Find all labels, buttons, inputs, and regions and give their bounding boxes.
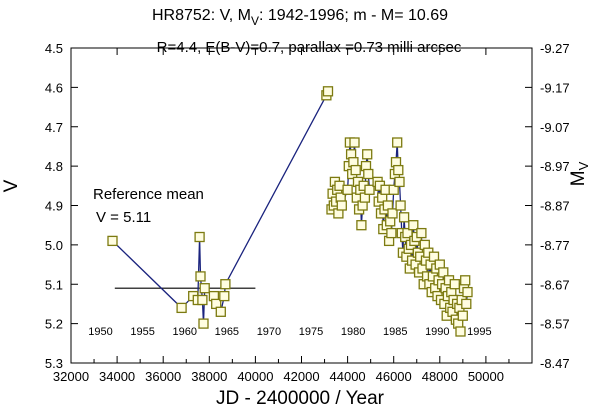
data-point — [395, 200, 406, 211]
y-right-tick-label: -8.87 — [540, 199, 570, 214]
data-point — [363, 168, 374, 180]
x-tick-label: 36000 — [145, 369, 181, 384]
data-point — [107, 235, 118, 247]
data-point — [198, 318, 209, 329]
data-point — [199, 283, 210, 294]
data-point — [462, 286, 473, 298]
data-point — [388, 184, 399, 195]
y-right-tick-label: -9.17 — [540, 80, 570, 95]
y-right-tick-label: -8.77 — [540, 238, 570, 253]
year-label: 1980 — [341, 326, 365, 338]
y-right-tick-label: -8.47 — [540, 356, 570, 371]
y-tick-label: 4.5 — [45, 41, 63, 56]
chart-title: HR8752: V, MV: 1942-1996; m - M= 10.69 — [152, 7, 448, 28]
y-tick-label: 5.1 — [45, 277, 63, 292]
y-tick-label: 4.8 — [45, 159, 63, 174]
year-label: 1990 — [425, 326, 449, 338]
data-point — [195, 271, 206, 282]
x-tick-label: 44000 — [330, 369, 366, 384]
data-point — [362, 149, 373, 160]
x-axis-label: JD - 2400000 / Year — [216, 388, 385, 409]
x-tick-label: 34000 — [99, 369, 135, 384]
data-point — [428, 251, 440, 262]
y-tick-label: 4.7 — [45, 120, 63, 135]
data-point — [460, 275, 471, 286]
year-label: 1995 — [467, 326, 491, 338]
reference-mean-label: Reference mean — [93, 186, 204, 203]
y-axis-label-right: MV — [568, 161, 591, 186]
data-point — [215, 306, 226, 317]
x-tick-label: 48000 — [422, 369, 458, 384]
data-point — [220, 279, 231, 290]
data-point — [364, 184, 375, 195]
year-label: 1970 — [257, 326, 281, 338]
ticks-layer: 32000 34000 36000 38000 40000 42000 44000 46000… — [45, 41, 570, 384]
data-point — [457, 310, 468, 321]
y-right-tick-label: -9.07 — [540, 120, 570, 135]
data-point — [408, 220, 419, 231]
year-label: 1950 — [88, 326, 112, 338]
year-label: 1975 — [299, 326, 323, 338]
x-tick-label: 50000 — [468, 369, 504, 384]
data-point — [461, 298, 472, 310]
series-layer — [107, 86, 473, 337]
data-point — [194, 231, 205, 243]
year-label: 1960 — [172, 326, 196, 338]
data-point — [342, 184, 353, 195]
year-label: 1955 — [130, 326, 154, 338]
data-point — [394, 176, 405, 188]
data-point — [387, 208, 398, 219]
y-right-tick-label: -8.97 — [540, 159, 570, 174]
x-tick-label: 46000 — [376, 369, 412, 384]
reference-mean-value: V = 5.11 — [96, 209, 151, 226]
y-tick-label: 4.9 — [45, 199, 63, 214]
data-point — [219, 290, 230, 302]
data-point — [386, 227, 397, 239]
x-tick-label: 40000 — [237, 369, 273, 384]
data-point — [356, 220, 367, 231]
y-right-tick-label: -8.67 — [540, 277, 570, 292]
x-tick-label: 42000 — [283, 369, 319, 384]
x-tick-label: 32000 — [53, 369, 89, 384]
y-right-tick-label: -9.27 — [540, 41, 570, 56]
y-tick-label: 5.2 — [45, 317, 63, 332]
year-label: 1985 — [383, 326, 407, 338]
x-tick-label: 38000 — [191, 369, 227, 384]
y-tick-label: 4.6 — [45, 80, 63, 95]
data-point — [398, 212, 410, 223]
data-point — [197, 294, 208, 306]
plot-frame — [70, 47, 533, 364]
data-point — [176, 302, 187, 314]
data-point — [322, 86, 334, 97]
y-tick-label: 5.0 — [45, 238, 63, 253]
data-point — [349, 137, 360, 148]
data-point — [449, 279, 460, 290]
data-point — [392, 137, 403, 148]
data-point — [455, 326, 466, 337]
data-point — [350, 164, 361, 176]
data-point — [393, 164, 404, 176]
y-axis-label: V — [1, 179, 22, 192]
data-point — [416, 227, 427, 239]
y-tick-label: 5.3 — [45, 356, 63, 371]
year-label: 1965 — [215, 326, 239, 338]
y-right-tick-label: -8.57 — [540, 317, 570, 332]
data-point — [438, 267, 449, 278]
data-point — [336, 200, 347, 211]
